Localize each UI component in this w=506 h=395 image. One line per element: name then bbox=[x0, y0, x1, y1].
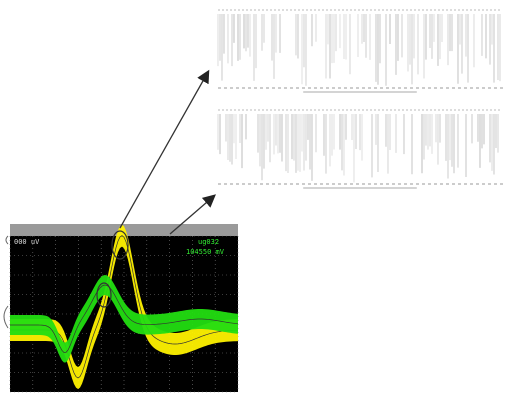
scope-readout-right-bottom: 104550 mV bbox=[186, 248, 225, 256]
highlight-ellipse bbox=[111, 230, 129, 260]
arrow-lower bbox=[169, 194, 216, 235]
raster-panel-top bbox=[217, 9, 503, 93]
oscilloscope-display: 000 uV ug032 104550 mV bbox=[3, 224, 239, 393]
green-trace bbox=[10, 275, 238, 363]
scope-edge-mark bbox=[3, 305, 9, 329]
scope-readout-left: 000 uV bbox=[14, 238, 40, 246]
scope-edge-mark bbox=[5, 235, 9, 245]
highlight-ellipse bbox=[96, 282, 112, 308]
scope-readout-right-top: ug032 bbox=[198, 238, 219, 246]
arrow-upper bbox=[119, 69, 210, 229]
scope-traces bbox=[10, 224, 239, 389]
raster-panel-bottom bbox=[217, 109, 503, 189]
